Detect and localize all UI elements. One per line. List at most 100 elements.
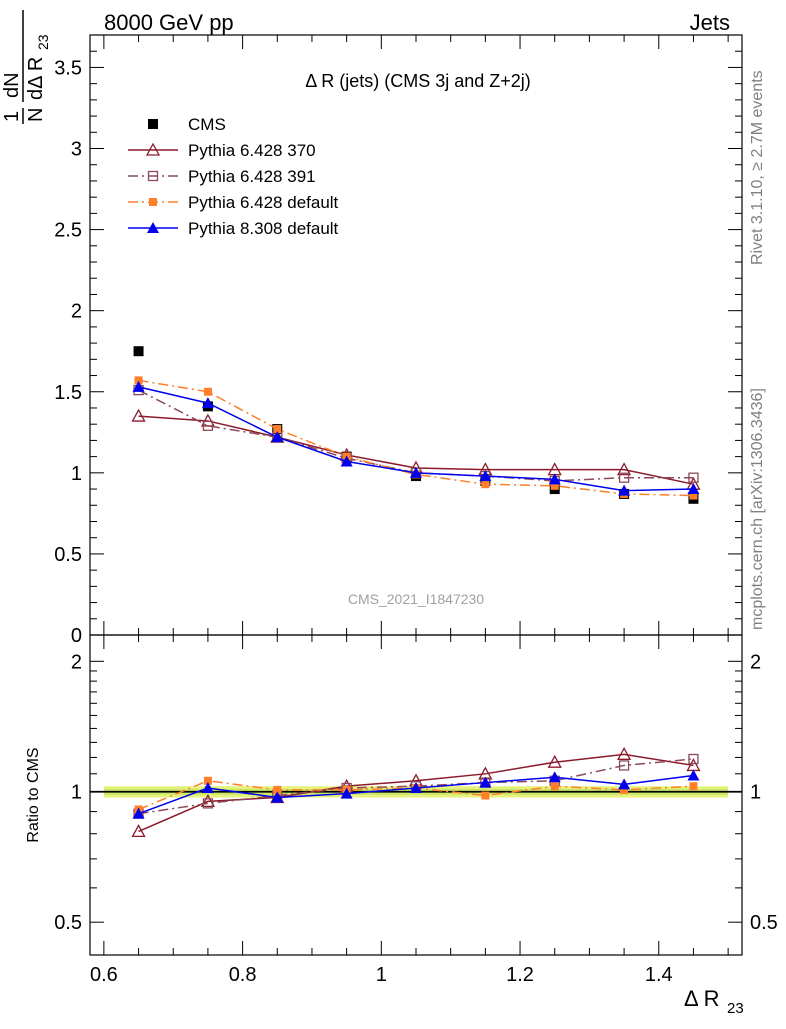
data-point (616, 462, 632, 476)
data-point (618, 472, 630, 483)
header-left: 8000 GeV pp (104, 10, 234, 35)
data-point (201, 397, 214, 409)
series-3 (132, 769, 700, 819)
watermark: CMS_2021_I1847230 (348, 591, 484, 607)
svg-text:23: 23 (35, 34, 51, 50)
ratio-y-tick-label: 0.5 (54, 912, 82, 934)
ratio-y-tick-label-right: 2 (750, 651, 761, 673)
y-tick-label: 2 (71, 301, 82, 323)
data-point (202, 798, 214, 809)
legend-marker (148, 119, 158, 129)
data-point (548, 473, 561, 485)
y-tick-label: 1 (71, 463, 82, 485)
data-point (340, 787, 353, 799)
ratio-y-tick-label-right: 1 (750, 782, 761, 804)
data-point (134, 376, 143, 385)
data-point (618, 484, 631, 496)
rivet-version-label: Rivet 3.1.10, ≥ 2.7M events (749, 70, 766, 265)
ratio-y-tick-label-right: 0.5 (750, 912, 778, 934)
y-tick-label: 0.5 (54, 544, 82, 566)
y-tick-label: 2.5 (54, 220, 82, 242)
data-point (200, 794, 216, 808)
data-point (479, 776, 492, 788)
x-tick-label: 0.6 (90, 964, 118, 986)
legend-entry: Pythia 6.428 370 (128, 141, 316, 160)
data-point (548, 771, 561, 783)
legend-marker (147, 222, 159, 233)
data-point (273, 785, 282, 794)
ratio-y-tick-label: 1 (71, 782, 82, 804)
ratio-ylabel: Ratio to CMS (25, 747, 42, 842)
data-point (133, 346, 144, 357)
series-line (138, 389, 694, 482)
series-line (138, 758, 694, 815)
data-point (202, 420, 214, 431)
data-point (200, 413, 216, 427)
data-point (687, 769, 700, 781)
ratio-series (131, 746, 701, 838)
data-point (689, 782, 698, 791)
ratio-frame (89, 634, 743, 956)
x-tick-label: 1 (376, 964, 387, 986)
data-point (479, 470, 492, 482)
ratio-ticks: 0.5 0.5 1 1 2 2 0.6 0.8 1 1.2 1.4 (54, 635, 778, 986)
main-ticks: 0 0.5 1 1.5 2 2.5 3 3.5 (54, 35, 742, 647)
x-tick-label: 1.2 (506, 964, 534, 986)
series-4 (132, 380, 700, 496)
data-point (131, 408, 146, 422)
legend-marker (145, 142, 161, 156)
x-tick-label: 0.8 (229, 964, 257, 986)
data-point (203, 776, 212, 785)
main-title: Δ R (jets) (CMS 3j and Z+2j) (305, 71, 531, 91)
legend-label: Pythia 8.308 default (188, 219, 339, 238)
series-line (138, 753, 694, 833)
data-point (688, 472, 699, 483)
data-point (410, 466, 422, 478)
svg-text:dN: dN (1, 72, 23, 98)
legend-entry: CMS (148, 115, 226, 134)
svg-text:Δ R: Δ R (684, 986, 719, 1011)
data-point (273, 425, 282, 434)
data-point (550, 481, 559, 490)
legend-marker (147, 170, 159, 182)
svg-text:1: 1 (1, 111, 23, 122)
header-right: Jets (690, 10, 730, 35)
data-point (131, 824, 146, 838)
data-point (687, 483, 700, 495)
ratio-y-tick-label: 2 (71, 651, 82, 673)
data-point (688, 753, 699, 765)
legend-label: CMS (188, 115, 226, 134)
data-point (271, 791, 284, 803)
data-point (271, 431, 284, 443)
data-point (201, 782, 214, 794)
legend-label: Pythia 6.428 default (188, 193, 339, 212)
data-point (132, 807, 145, 819)
legend-marker (149, 198, 157, 206)
y-tick-label: 3 (71, 139, 82, 161)
y-tick-label: 3.5 (54, 57, 82, 79)
legend-label: Pythia 6.428 391 (188, 167, 316, 186)
mcplots-label: mcplots.cern.ch [arXiv:1306.3436] (749, 388, 766, 630)
data-point (550, 782, 559, 791)
svg-text:23: 23 (727, 1000, 744, 1017)
main-series (131, 346, 701, 504)
legend: CMS Pythia 6.428 370 Pythia 6.428 391 Pythi… (128, 115, 339, 238)
data-point (618, 760, 630, 771)
x-tick-label: 1.4 (645, 964, 673, 986)
data-point (132, 380, 145, 392)
data-point (481, 480, 490, 489)
x-axis-label: Δ R 23 (684, 986, 744, 1017)
data-point (340, 455, 353, 467)
data-point (481, 791, 490, 800)
svg-text:dΔ R: dΔ R (25, 57, 47, 100)
series-0 (133, 346, 699, 504)
legend-entry: Pythia 6.428 391 (128, 167, 316, 186)
legend-entry: Pythia 8.308 default (128, 219, 339, 238)
data-point (618, 778, 631, 790)
data-point (410, 782, 422, 794)
data-point (616, 746, 632, 760)
main-ylabel: 1 N dN dΔ R 23 (1, 10, 51, 124)
data-point (203, 387, 212, 396)
